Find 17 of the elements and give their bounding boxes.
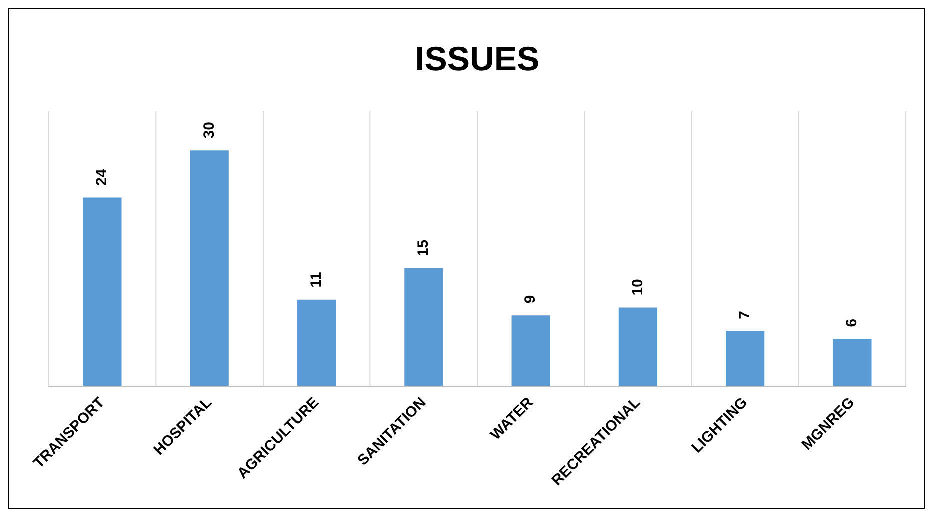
bar — [297, 300, 336, 386]
data-label: 24 — [94, 168, 111, 186]
data-label: 15 — [415, 240, 432, 257]
data-label: 9 — [522, 295, 540, 304]
data-label: 10 — [629, 279, 646, 296]
bar — [404, 268, 444, 386]
bar — [833, 339, 872, 386]
data-label: 30 — [200, 122, 218, 139]
data-label: 6 — [844, 318, 861, 328]
bar — [83, 198, 122, 386]
bar — [190, 150, 229, 386]
bar — [618, 308, 658, 386]
data-label: 7 — [736, 311, 754, 320]
chart-title: ISSUES — [415, 40, 540, 79]
bar — [726, 331, 765, 386]
data-label: 11 — [308, 272, 325, 288]
bar — [512, 316, 550, 386]
